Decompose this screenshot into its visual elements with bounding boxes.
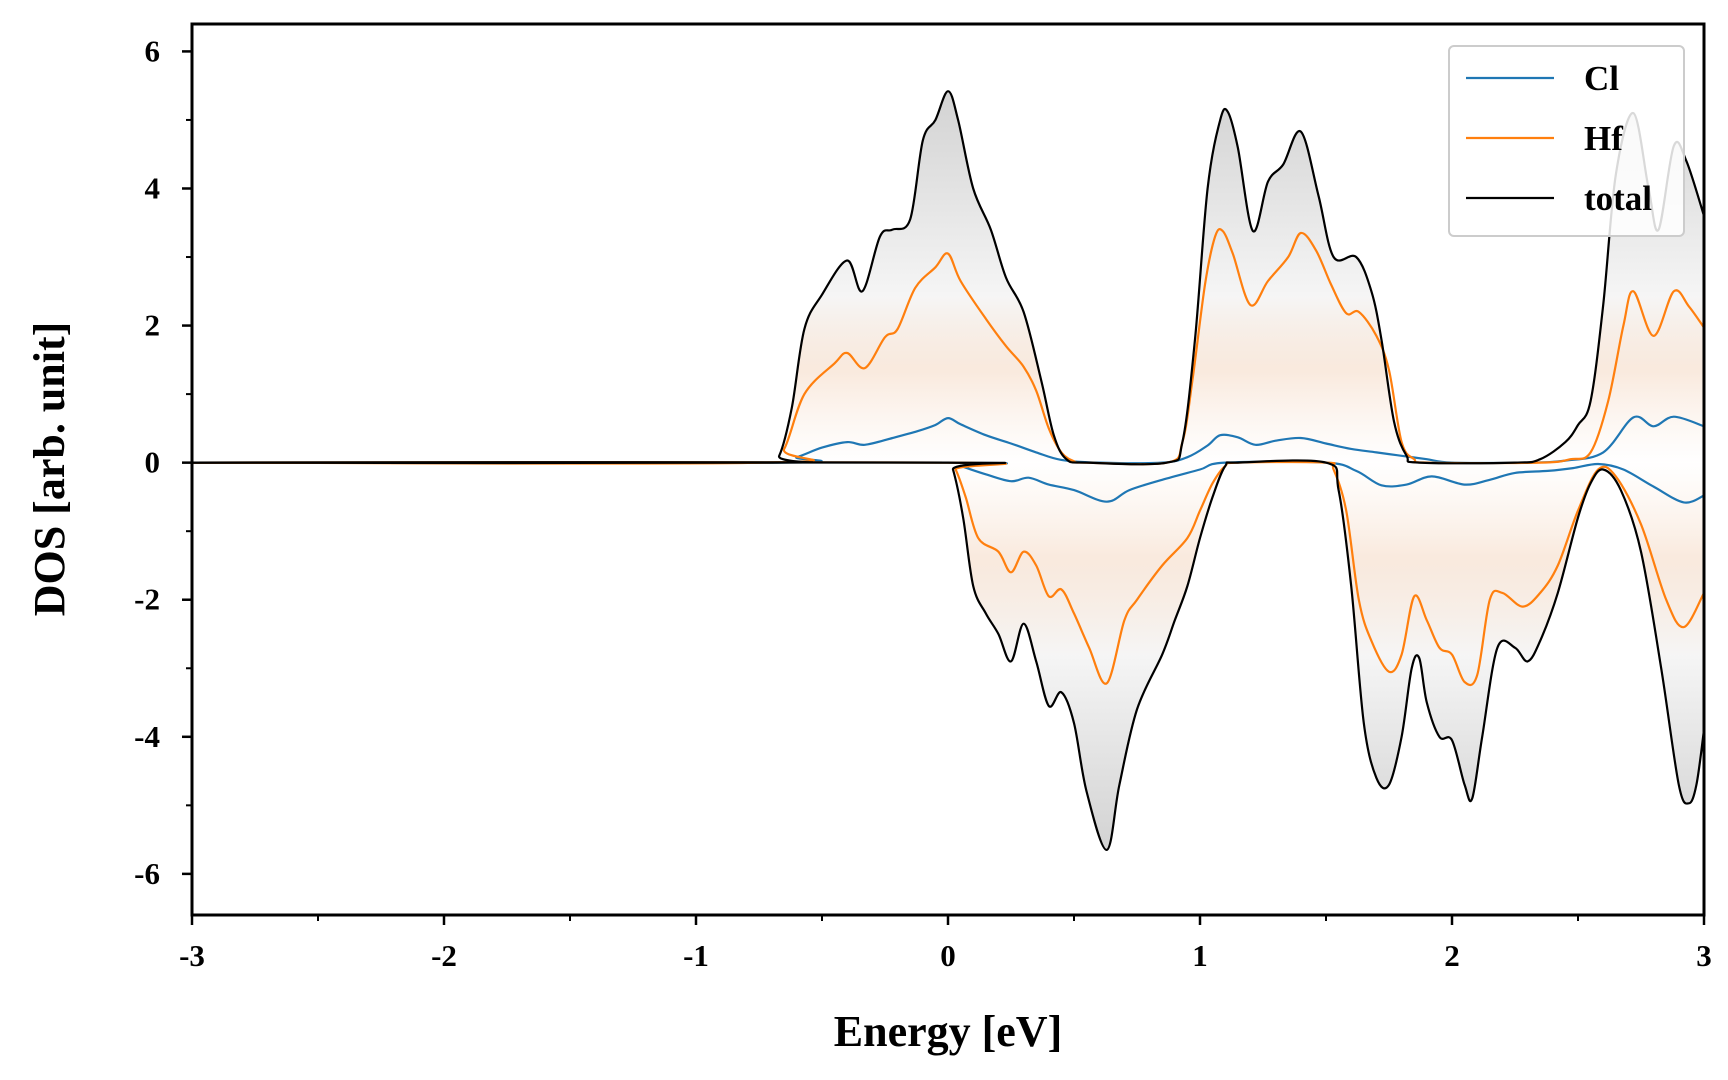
x-axis-label: Energy [eV] bbox=[834, 1007, 1063, 1056]
x-tick-label: 2 bbox=[1444, 938, 1460, 973]
total-up-fill bbox=[192, 91, 1704, 465]
x-tick-label: 0 bbox=[940, 938, 956, 973]
total-down-line bbox=[192, 459, 1704, 852]
x-tick-label: -3 bbox=[179, 938, 205, 973]
legend: Cl Hf total bbox=[1448, 45, 1685, 237]
y-tick-label: 0 bbox=[145, 445, 161, 480]
y-axis-ticks: -6 -4 -2 0 2 4 6 bbox=[134, 33, 192, 891]
total-down-fill bbox=[192, 460, 1704, 850]
hf-up-line bbox=[192, 228, 1704, 466]
y-tick-label: 2 bbox=[145, 308, 161, 343]
dos-series-lines bbox=[192, 90, 1704, 852]
total-up-line bbox=[192, 90, 1704, 466]
x-tick-label: 1 bbox=[1192, 938, 1208, 973]
y-tick-label: -2 bbox=[134, 582, 160, 617]
x-tick-label: -2 bbox=[431, 938, 457, 973]
x-axis-ticks: -3 -2 -1 0 1 2 3 bbox=[179, 915, 1712, 973]
y-tick-label: 4 bbox=[145, 170, 161, 205]
legend-box bbox=[1448, 45, 1685, 237]
hf-down-line bbox=[192, 460, 1704, 687]
y-tick-label: -4 bbox=[134, 719, 160, 754]
legend-cl-label: Cl bbox=[1584, 59, 1619, 98]
legend-total-label: total bbox=[1584, 179, 1652, 218]
y-tick-label: -6 bbox=[134, 856, 160, 891]
legend-hf-label: Hf bbox=[1584, 119, 1623, 158]
y-tick-label: 6 bbox=[145, 33, 161, 68]
x-tick-label: -1 bbox=[683, 938, 709, 973]
y-axis-label: DOS [arb. unit] bbox=[25, 322, 74, 617]
x-tick-label: 3 bbox=[1696, 938, 1712, 973]
